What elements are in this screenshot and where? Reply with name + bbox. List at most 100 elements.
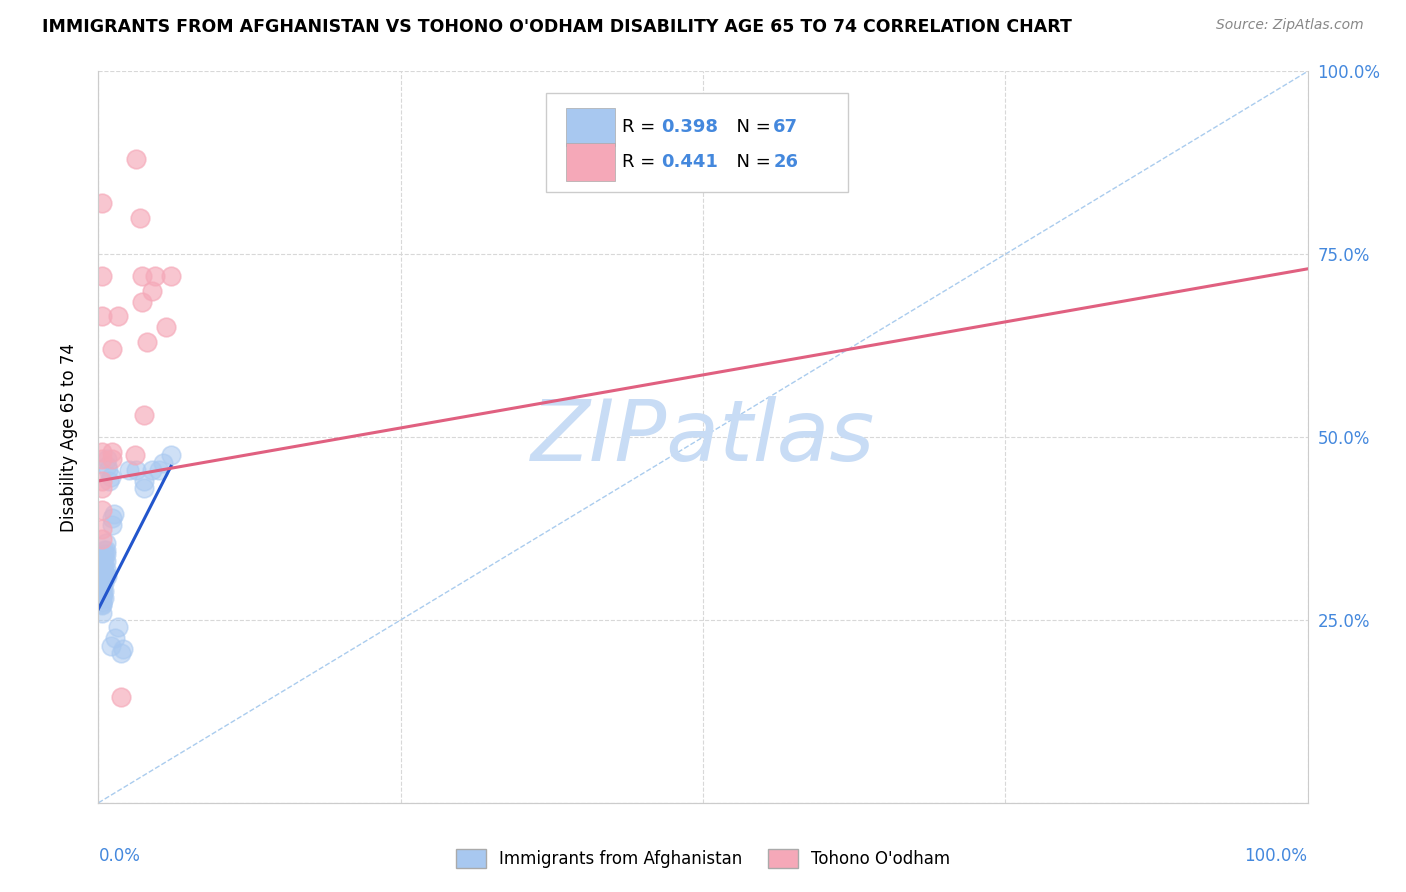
Point [91, 587, 114, 601]
FancyBboxPatch shape [546, 94, 848, 192]
Point [91, 567, 114, 582]
Point [91, 558, 114, 573]
Point [91, 481, 114, 495]
Point [91, 594, 114, 608]
Point [98, 474, 121, 488]
Text: 100.0%: 100.0% [1244, 847, 1308, 864]
Point [134, 481, 156, 495]
Point [100, 444, 122, 458]
Point [91, 562, 114, 576]
Point [141, 463, 163, 477]
Point [91, 533, 114, 547]
Point [91, 563, 114, 577]
Point [125, 463, 148, 477]
Point [94, 562, 117, 576]
Point [110, 646, 132, 660]
Text: ZIPatlas: ZIPatlas [531, 395, 875, 479]
Point [107, 620, 129, 634]
Point [134, 474, 156, 488]
Point [91, 521, 114, 535]
Point [160, 448, 183, 462]
Point [91, 583, 114, 598]
Point [91, 570, 114, 584]
Point [141, 284, 163, 298]
Text: Source: ZipAtlas.com: Source: ZipAtlas.com [1216, 18, 1364, 32]
Point [91, 582, 114, 597]
Text: 0.398: 0.398 [661, 118, 717, 136]
Point [91, 269, 114, 284]
Point [125, 152, 148, 166]
Point [91, 444, 114, 458]
Point [91, 574, 114, 589]
Point [93, 562, 115, 576]
Text: 0.441: 0.441 [661, 153, 717, 171]
Text: N =: N = [724, 153, 776, 171]
Point [96, 452, 118, 467]
Point [91, 606, 114, 620]
Point [100, 470, 122, 484]
Point [118, 463, 141, 477]
Point [91, 566, 114, 581]
Point [91, 566, 114, 580]
Point [91, 503, 114, 517]
Point [91, 474, 114, 488]
Point [93, 554, 115, 568]
Point [148, 463, 170, 477]
Point [91, 578, 114, 592]
Point [93, 566, 115, 580]
Point [111, 642, 134, 657]
Point [104, 632, 127, 646]
Point [97, 463, 120, 477]
Text: R =: R = [621, 118, 661, 136]
Point [135, 334, 157, 349]
Text: IMMIGRANTS FROM AFGHANISTAN VS TOHONO O'ODHAM DISABILITY AGE 65 TO 74 CORRELATIO: IMMIGRANTS FROM AFGHANISTAN VS TOHONO O'… [42, 18, 1071, 36]
Point [143, 269, 166, 284]
Point [91, 589, 114, 603]
Point [128, 211, 150, 225]
Point [91, 556, 114, 570]
Point [96, 569, 118, 583]
Point [94, 554, 117, 568]
Text: N =: N = [724, 118, 776, 136]
Legend: Immigrants from Afghanistan, Tohono O'odham: Immigrants from Afghanistan, Tohono O'od… [450, 842, 956, 875]
Point [152, 456, 174, 470]
Point [91, 599, 114, 613]
FancyBboxPatch shape [567, 108, 614, 146]
Point [91, 196, 114, 211]
Text: 0.0%: 0.0% [98, 847, 141, 864]
Point [93, 543, 115, 558]
Point [91, 580, 114, 594]
Point [96, 459, 118, 474]
Point [110, 690, 132, 704]
Point [91, 576, 114, 591]
Point [93, 576, 115, 591]
Point [91, 590, 114, 604]
Point [93, 591, 115, 605]
Point [100, 517, 122, 532]
Point [91, 550, 114, 565]
Point [94, 543, 117, 558]
Text: 26: 26 [773, 153, 799, 171]
Text: 67: 67 [773, 118, 799, 136]
Point [91, 565, 114, 579]
Point [100, 510, 122, 524]
Point [91, 585, 114, 599]
Point [100, 639, 122, 653]
Point [91, 577, 114, 591]
Point [91, 575, 114, 590]
Point [131, 269, 153, 284]
Point [100, 343, 122, 357]
Point [91, 310, 114, 324]
Point [124, 448, 146, 462]
Text: R =: R = [621, 153, 661, 171]
Point [94, 536, 117, 550]
Point [91, 597, 114, 611]
Point [155, 320, 177, 334]
Point [91, 560, 114, 574]
Point [160, 269, 183, 284]
Point [91, 591, 114, 605]
Y-axis label: Disability Age 65 to 74: Disability Age 65 to 74 [59, 343, 77, 532]
Point [91, 574, 114, 588]
Point [100, 452, 122, 467]
Point [103, 507, 125, 521]
